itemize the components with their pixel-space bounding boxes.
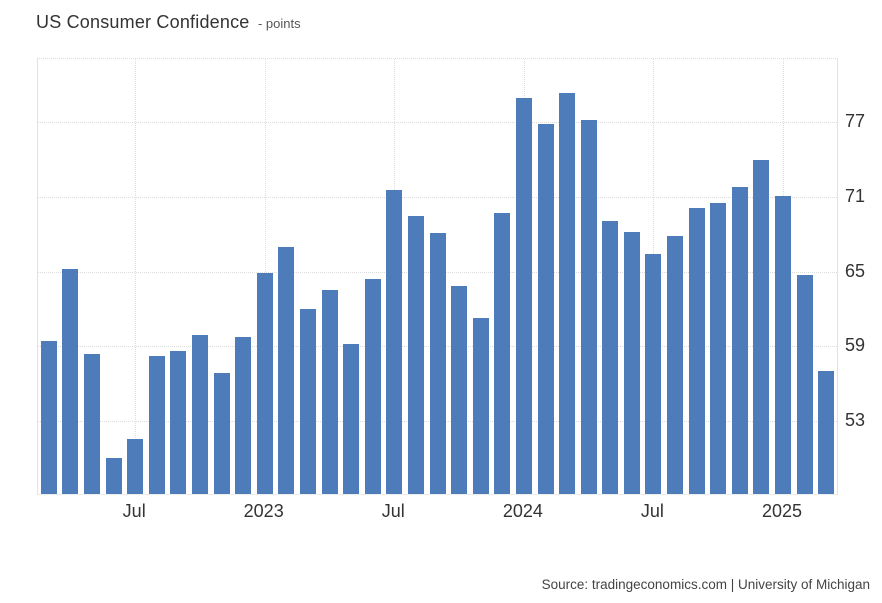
bar-nov-2024[interactable] bbox=[731, 187, 748, 494]
source-attribution: Source: tradingeconomics.com | Universit… bbox=[541, 577, 870, 592]
bar-jan-2024[interactable] bbox=[515, 97, 532, 494]
gridline-y-71 bbox=[38, 197, 837, 198]
bar-may-2024[interactable] bbox=[602, 220, 619, 494]
bar-dec-2023[interactable] bbox=[494, 213, 511, 494]
bar-mar-2025[interactable] bbox=[818, 371, 835, 494]
bar-oct-2022[interactable] bbox=[192, 334, 208, 494]
x-tick-jul-2024: Jul bbox=[640, 501, 664, 521]
bar-mar-2024[interactable] bbox=[559, 92, 576, 494]
x-tick-jan-2023: 2023 bbox=[243, 501, 284, 521]
bar-oct-2023[interactable] bbox=[451, 286, 468, 494]
bar-jun-2022[interactable] bbox=[105, 458, 122, 494]
gridline-x-jul-2022 bbox=[135, 59, 137, 494]
bar-jun-2024[interactable] bbox=[623, 231, 640, 494]
gridline-y-77 bbox=[38, 122, 837, 124]
bar-jan-2023[interactable] bbox=[256, 272, 273, 494]
plot-area[interactable] bbox=[37, 58, 838, 495]
bar-apr-2022[interactable] bbox=[62, 269, 79, 494]
y-tick-71: 71 bbox=[845, 186, 866, 206]
bar-aug-2024[interactable] bbox=[667, 235, 683, 494]
chart-subtitle: - points bbox=[257, 16, 301, 31]
y-tick-53: 53 bbox=[845, 409, 866, 430]
bar-mar-2022[interactable] bbox=[40, 341, 57, 494]
x-tick-jul-2022: Jul bbox=[122, 501, 146, 521]
bar-aug-2022[interactable] bbox=[148, 356, 165, 494]
bar-jun-2023[interactable] bbox=[364, 279, 381, 494]
chart-header: US Consumer Confidence - points bbox=[36, 12, 301, 33]
bar-may-2023[interactable] bbox=[343, 343, 360, 494]
bar-sep-2024[interactable] bbox=[688, 208, 705, 494]
bar-sep-2022[interactable] bbox=[170, 351, 187, 494]
bar-feb-2025[interactable] bbox=[796, 275, 813, 494]
bar-jul-2024[interactable] bbox=[645, 254, 662, 494]
bar-apr-2023[interactable] bbox=[321, 290, 338, 494]
bar-sep-2023[interactable] bbox=[429, 233, 446, 494]
bar-apr-2024[interactable] bbox=[580, 119, 597, 494]
bar-feb-2024[interactable] bbox=[537, 123, 554, 494]
bar-aug-2023[interactable] bbox=[407, 215, 424, 494]
y-tick-65: 65 bbox=[845, 260, 866, 281]
y-tick-77: 77 bbox=[845, 111, 866, 132]
bar-jul-2022[interactable] bbox=[127, 439, 144, 494]
chart-title: US Consumer Confidence bbox=[36, 12, 250, 32]
bar-dec-2022[interactable] bbox=[235, 337, 252, 494]
bar-nov-2022[interactable] bbox=[213, 373, 230, 494]
x-tick-jan-2025: 2025 bbox=[761, 501, 803, 521]
bar-jan-2025[interactable] bbox=[775, 195, 791, 494]
bar-feb-2023[interactable] bbox=[278, 246, 295, 494]
x-tick-jul-2023: Jul bbox=[381, 501, 405, 521]
bar-dec-2024[interactable] bbox=[753, 159, 770, 494]
bar-mar-2023[interactable] bbox=[299, 308, 316, 494]
x-tick-jan-2024: 2024 bbox=[502, 501, 543, 521]
y-tick-59: 59 bbox=[845, 335, 866, 356]
bar-may-2022[interactable] bbox=[84, 353, 100, 494]
bar-jul-2023[interactable] bbox=[386, 189, 403, 494]
bar-oct-2024[interactable] bbox=[710, 203, 727, 494]
bar-nov-2023[interactable] bbox=[472, 317, 489, 494]
